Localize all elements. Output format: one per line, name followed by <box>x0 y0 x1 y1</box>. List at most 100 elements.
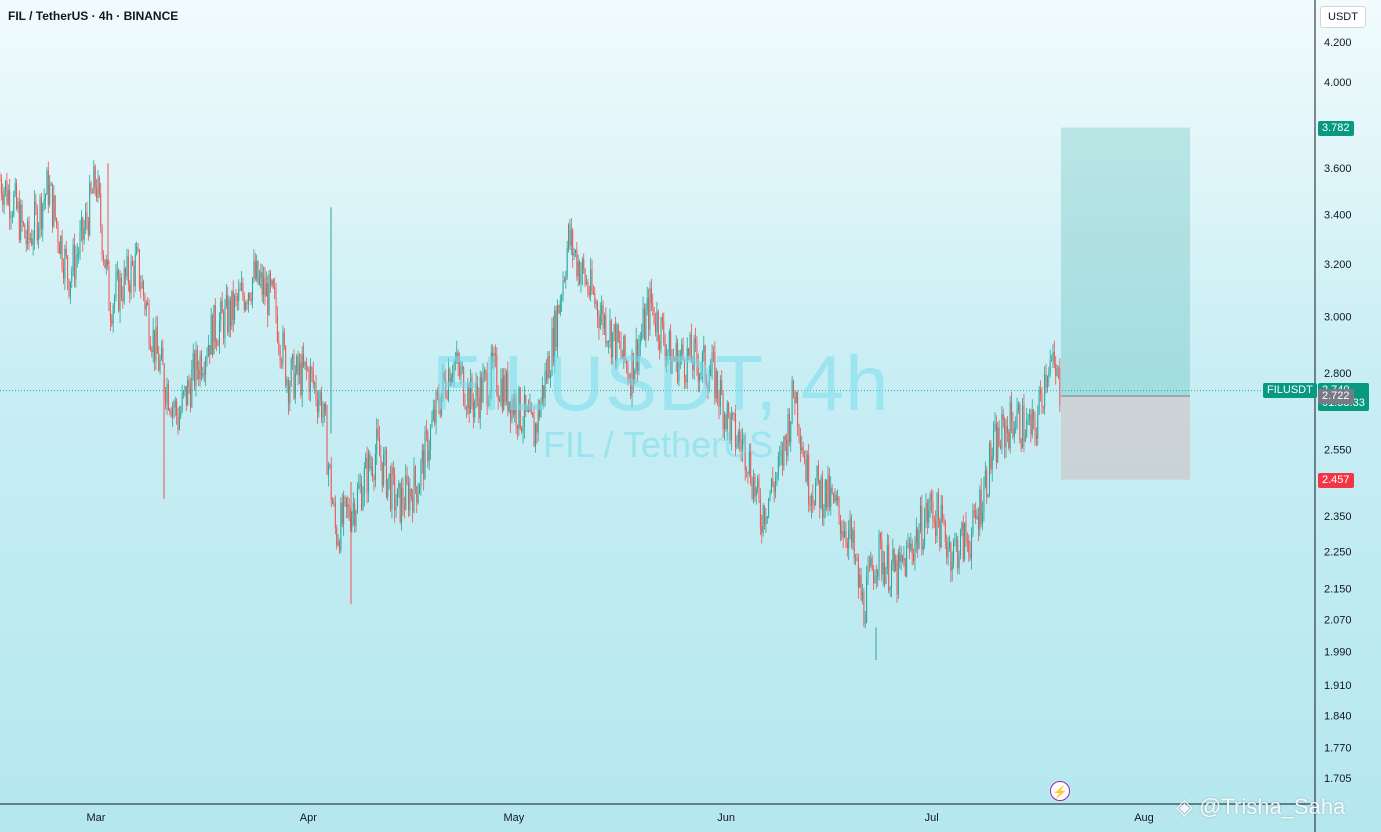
candle-body <box>528 407 530 412</box>
candle-body <box>657 311 659 341</box>
candle-body <box>194 353 196 386</box>
candle-body <box>639 339 641 345</box>
candle-body <box>664 343 666 361</box>
candle-body <box>958 555 960 569</box>
candle-body <box>903 558 905 561</box>
candle-body <box>646 297 648 311</box>
target-zone[interactable] <box>1061 127 1190 397</box>
candle-body <box>890 564 892 588</box>
candle-body <box>1020 440 1022 448</box>
candle-body <box>594 293 596 304</box>
candle-body <box>733 413 735 415</box>
candle-body <box>837 497 839 501</box>
candle-body <box>637 339 639 371</box>
candle-body <box>561 296 563 301</box>
candle-body <box>278 341 280 348</box>
candle-body <box>325 403 327 415</box>
stop-zone[interactable] <box>1061 396 1190 480</box>
time-axis[interactable]: Mar Apr May Jun Jul Aug <box>87 812 1154 824</box>
candle-body <box>1034 418 1036 435</box>
candle-body <box>198 370 200 380</box>
candle-body <box>239 289 241 291</box>
candle-body <box>801 447 803 450</box>
candle-body <box>895 560 897 571</box>
candle-body <box>472 402 474 418</box>
candle-body <box>130 260 132 294</box>
candle-body <box>485 371 487 373</box>
candle-body <box>1024 436 1026 442</box>
candle-body <box>579 261 581 284</box>
candle-body <box>590 269 592 296</box>
candle-body <box>689 334 691 356</box>
lightning-icon[interactable]: ⚡ <box>1050 781 1070 801</box>
candle-body <box>997 427 999 463</box>
candle-body <box>114 296 116 306</box>
candle-body <box>838 497 840 516</box>
candle-body <box>670 331 672 374</box>
candle-body <box>659 340 661 350</box>
candle-body <box>919 505 921 531</box>
candle-body <box>788 414 790 443</box>
candle-body <box>370 466 372 469</box>
candle-body <box>258 277 260 284</box>
candle-body <box>0 179 2 195</box>
candle-body <box>802 447 804 458</box>
symbol-header[interactable]: FIL / TetherUS · 4h · BINANCE <box>8 9 179 23</box>
candle-body <box>57 224 59 244</box>
candle-body <box>96 188 98 198</box>
candle-body <box>534 424 536 447</box>
candle-body <box>488 402 490 406</box>
candle-body <box>315 383 317 400</box>
candle-body <box>893 549 895 571</box>
candle-body <box>155 326 157 361</box>
candle-body <box>287 379 289 404</box>
candle-body <box>293 354 295 399</box>
candle-body <box>249 293 251 300</box>
candle-body <box>109 310 111 321</box>
candle-body <box>591 269 593 292</box>
candle-body <box>786 439 788 456</box>
price-axis[interactable]: 4.200 4.000 3.600 3.400 3.200 3.000 2.800 2.550… <box>1324 37 1352 785</box>
candle-body <box>398 482 400 489</box>
candle-body <box>384 449 386 455</box>
candle-body <box>844 531 846 538</box>
candle-body <box>1031 410 1033 435</box>
candle-body <box>359 483 361 486</box>
symbol-watermark: FILUSDT, 4h <box>432 339 890 427</box>
candle-body <box>225 294 227 307</box>
candle-body <box>889 587 891 591</box>
candle-body <box>482 374 484 403</box>
candle-body <box>265 283 267 297</box>
candle-body <box>526 407 528 412</box>
candle-body <box>743 436 745 440</box>
candle-body <box>296 355 298 373</box>
candle-body <box>544 370 546 399</box>
candle-body <box>365 457 367 468</box>
long-position-tool[interactable] <box>1061 127 1190 480</box>
candle-body <box>712 352 714 354</box>
candle-body <box>1027 418 1029 420</box>
price-tick-label: 2.800 <box>1324 368 1352 380</box>
candle-body <box>191 369 193 408</box>
candle-body <box>765 518 767 525</box>
candle-body <box>122 297 124 302</box>
candle-body <box>714 352 716 399</box>
candle-body <box>873 570 875 584</box>
candle-body <box>517 425 518 429</box>
time-tick-label: Aug <box>1134 812 1154 824</box>
candle-body <box>671 356 673 374</box>
candle-body <box>798 426 800 437</box>
candle-body <box>227 294 229 333</box>
candle-body <box>650 288 652 304</box>
candle-body <box>695 338 697 344</box>
candle-body <box>290 359 292 386</box>
currency-badge[interactable]: USDT <box>1320 6 1366 28</box>
candle-body <box>1012 421 1014 437</box>
candle-body <box>316 399 318 413</box>
candle-body <box>620 341 622 355</box>
candle-body <box>97 177 99 198</box>
candle-body <box>352 503 354 514</box>
candle-body <box>405 475 407 510</box>
candle-body <box>563 280 565 282</box>
